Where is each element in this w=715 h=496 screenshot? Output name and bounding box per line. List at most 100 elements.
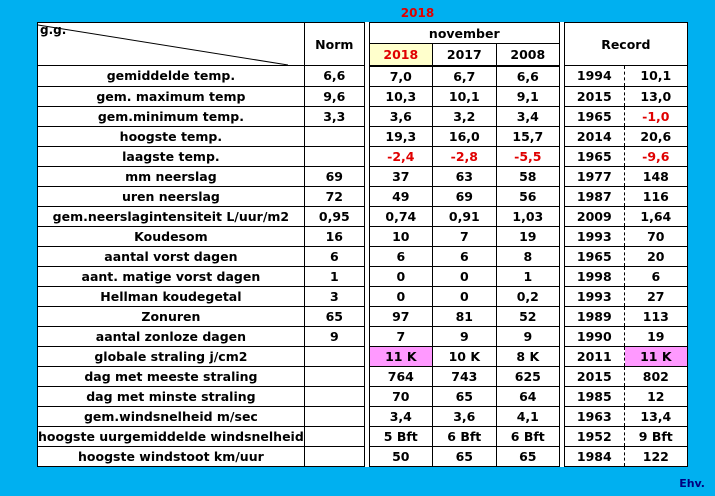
cell-rec_val: 122 [623, 445, 688, 467]
cell-norm [303, 445, 365, 467]
cell-rec_val: 11 K [623, 345, 688, 367]
cell-y2018: 49 [368, 185, 433, 207]
cell-y2017: 63 [431, 165, 497, 187]
norm-header: Norm [303, 22, 365, 66]
cell-rec_val: 1,64 [623, 205, 688, 227]
cell-norm [303, 365, 365, 387]
row-label: hoogste windstoot km/uur [37, 445, 305, 467]
cell-y2008: 6 Bft [495, 425, 560, 447]
cell-rec_val: 802 [623, 365, 688, 387]
cell-y2018: -2,4 [368, 145, 433, 167]
cell-y2017: 0,91 [431, 205, 497, 227]
cell-rec_year: 1993 [563, 225, 625, 247]
cell-rec_year: 1977 [563, 165, 625, 187]
header-row-1: g.g. Norm november Record [37, 21, 688, 66]
table-row: uren neerslag 72 49 69 56 1987 116 [37, 185, 688, 207]
cell-rec_val: -9,6 [623, 145, 688, 167]
cell-rec_val: 6 [623, 265, 688, 287]
cell-rec_year: 1998 [563, 265, 625, 287]
cell-y2017: 81 [431, 305, 497, 327]
table-row: dag met minste straling 70 65 64 1985 12 [37, 385, 688, 407]
cell-y2008: 64 [495, 385, 560, 407]
corner-label: g.g. [40, 23, 67, 38]
cell-y2017: 10,1 [431, 85, 497, 107]
cell-rec_year: 2015 [563, 365, 625, 387]
cell-y2008: 9 [495, 325, 560, 347]
cell-y2017: 16,0 [431, 125, 497, 147]
row-label: dag met meeste straling [37, 365, 305, 387]
cell-norm [303, 425, 365, 447]
header-row-2: 2018 2017 2008 [38, 43, 688, 67]
cell-rec_year: 2014 [563, 125, 625, 147]
table-row: aant. matige vorst dagen 1 0 0 1 1998 6 [37, 265, 688, 287]
cell-rec_year: 1990 [563, 325, 625, 347]
row-label: aantal vorst dagen [37, 245, 305, 267]
row-label: gemiddelde temp. [37, 65, 305, 87]
cell-y2008: 3,4 [495, 105, 560, 127]
cell-y2017: 3,2 [431, 105, 497, 127]
cell-rec_val: 20 [623, 245, 688, 267]
cell-y2017: 69 [431, 185, 497, 207]
cell-y2008: -5,5 [495, 145, 560, 167]
signature: Ehv. [679, 477, 705, 490]
cell-norm: 72 [303, 185, 365, 207]
cell-y2017: 65 [431, 385, 497, 407]
cell-norm: 1 [303, 265, 365, 287]
cell-y2008: 15,7 [495, 125, 560, 147]
cell-y2017: 0 [431, 265, 497, 287]
table-row: aantal vorst dagen 6 6 6 8 1965 20 [37, 245, 688, 267]
year-header-2008: 2008 [495, 43, 560, 67]
cell-norm: 65 [303, 305, 365, 327]
table-row: gemiddelde temp. 6,6 7,0 6,7 6,6 1994 10,1 [37, 65, 688, 87]
cell-y2008: 8 K [495, 345, 560, 367]
table-row: gem.minimum temp. 3,3 3,6 3,2 3,4 1965 -1,0 [37, 105, 688, 127]
cell-rec_val: 27 [623, 285, 688, 307]
cell-rec_val: 70 [623, 225, 688, 247]
cell-y2018: 7 [368, 325, 433, 347]
cell-y2018: 97 [368, 305, 433, 327]
cell-norm: 3 [303, 285, 365, 307]
cell-y2008: 56 [495, 185, 560, 207]
cell-rec_year: 1993 [563, 285, 625, 307]
cell-norm [303, 405, 365, 427]
table-row: gem.neerslagintensiteit L/uur/m2 0,95 0,74… [37, 205, 688, 227]
cell-rec_year: 2009 [563, 205, 625, 227]
cell-y2017: 10 K [431, 345, 497, 367]
row-label: Hellman koudegetal [37, 285, 305, 307]
cell-rec_val: 13,0 [623, 85, 688, 107]
cell-y2017: 7 [431, 225, 497, 247]
cell-y2018: 3,4 [368, 405, 433, 427]
cell-rec_year: 1987 [563, 185, 625, 207]
row-label: dag met minste straling [37, 385, 305, 407]
cell-y2018: 0 [368, 265, 433, 287]
cell-y2008: 6,6 [495, 65, 560, 87]
cell-y2017: 6,7 [431, 65, 497, 87]
cell-rec_year: 1963 [563, 405, 625, 427]
cell-y2018: 19,3 [368, 125, 433, 147]
weather-table: g.g. Norm november Record 2018 2017 2008… [37, 21, 688, 467]
cell-y2018: 764 [368, 365, 433, 387]
cell-rec_year: 2011 [563, 345, 625, 367]
row-label: hoogste temp. [37, 125, 305, 147]
year-header-2017: 2017 [431, 43, 497, 67]
row-label: gem.windsnelheid m/sec [37, 405, 305, 427]
table-row: laagste temp. -2,4 -2,8 -5,5 1965 -9,6 [37, 145, 688, 167]
cell-y2018: 0,74 [368, 205, 433, 227]
cell-norm [303, 385, 365, 407]
record-header: Record [563, 22, 688, 66]
cell-norm: 6 [303, 245, 365, 267]
row-label: aant. matige vorst dagen [37, 265, 305, 287]
cell-y2018: 3,6 [368, 105, 433, 127]
row-label: gem.neerslagintensiteit L/uur/m2 [37, 205, 305, 227]
cell-rec_val: -1,0 [623, 105, 688, 127]
table-row: mm neerslag 69 37 63 58 1977 148 [37, 165, 688, 187]
cell-norm [303, 125, 365, 147]
row-label: gem.minimum temp. [37, 105, 305, 127]
cell-rec_year: 1952 [563, 425, 625, 447]
cell-rec_year: 1965 [563, 245, 625, 267]
cell-y2008: 8 [495, 245, 560, 267]
corner-cell: g.g. [37, 22, 305, 66]
cell-y2008: 65 [495, 445, 560, 467]
cell-y2008: 52 [495, 305, 560, 327]
